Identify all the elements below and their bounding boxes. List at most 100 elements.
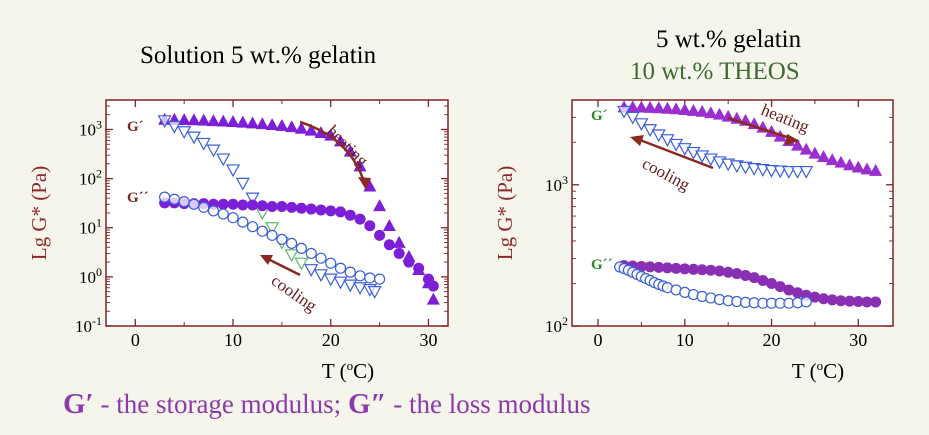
right-point-gpp-heating [653, 261, 665, 273]
right-point-gpp-heating [748, 272, 760, 284]
left-point-gp-cooling [353, 282, 368, 296]
right-point-gp-cooling [686, 146, 701, 160]
right-point-gpp-heating [783, 284, 795, 296]
left-plot-frame [105, 99, 449, 327]
left-chart-title: Solution 5 wt.% gelatin [140, 42, 377, 69]
right-plot-frame [571, 99, 894, 327]
left-point-gpp-cooling [217, 208, 229, 220]
left-xtick-label: 0 [131, 330, 140, 350]
left-point-gpp-heating [315, 204, 327, 216]
right-xtick-label: 0 [594, 330, 603, 350]
left-point-gp-heating [373, 199, 387, 212]
left-point-gpp-heating [217, 198, 229, 210]
right-point-gp-heating [843, 158, 857, 171]
right-chart-title: 5 wt.% gelatin [656, 26, 802, 53]
left-point-gpp-heating [295, 202, 307, 214]
right-point-gpp-heating [722, 266, 734, 278]
left-ytick-label: 102 [79, 167, 102, 189]
left-point-gpp-cooling [227, 212, 239, 224]
right-point-gpp-heating [687, 263, 699, 275]
left-point-gpp-cooling [305, 247, 317, 260]
right-point-gp-heating [825, 153, 839, 166]
left-point-gp-heating [382, 219, 396, 232]
left-point-gpp-heating [266, 201, 278, 213]
left-ytick-label: 103 [79, 117, 102, 139]
right-point-gp-cooling [790, 165, 805, 179]
right-point-gpp-heating [644, 261, 656, 273]
right-point-gpp-heating [844, 295, 856, 307]
right-y-axis-label: Lg G* (Pa) [493, 166, 517, 260]
right-gdprime-label: G´´ [591, 257, 613, 273]
right-heating-arrow [727, 116, 791, 140]
left-point-gp-cooling [265, 222, 280, 235]
left-point-gpp-cooling [286, 237, 298, 249]
right-point-gp-heating [704, 106, 718, 119]
left-gdprime-label: G´´ [127, 190, 149, 206]
left-point-gp-cooling [235, 177, 250, 191]
right-ytick-label: 103 [545, 173, 568, 195]
left-point-gp-heating [206, 114, 220, 127]
right-point-gp-heating [652, 101, 666, 114]
right-point-gpp-heating [826, 294, 838, 306]
left-point-gp-heating [197, 113, 211, 126]
left-point-gp-heating [177, 113, 191, 126]
right-xtick-label: 10 [676, 330, 694, 350]
left-point-gp-cooling [216, 153, 231, 167]
right-point-gpp-heating [731, 268, 743, 280]
right-point-gp-heating [695, 104, 709, 117]
right-xtick-label: 30 [849, 330, 867, 350]
left-point-gpp-cooling [159, 191, 171, 203]
left-point-gpp-cooling [237, 216, 249, 228]
right-ytick-label: 102 [545, 314, 568, 336]
left-point-gp-heating [294, 121, 308, 134]
right-heating-arrowhead [785, 134, 800, 145]
right-point-gpp-heating [705, 264, 717, 276]
right-point-gpp-heating [713, 265, 725, 277]
right-point-gp-heating [851, 160, 865, 173]
left-point-gp-cooling [177, 126, 192, 139]
right-point-gpp-heating [766, 277, 778, 289]
left-point-gpp-heating [413, 262, 425, 274]
right-point-gpp-heating [696, 264, 708, 276]
right-point-gpp-heating [679, 263, 691, 275]
left-point-gp-cooling [367, 286, 382, 299]
left-point-gpp-heating [354, 213, 366, 225]
left-ytick-label: 10-1 [75, 314, 102, 336]
left-point-gp-cooling [206, 144, 221, 158]
right-point-gp-heating [808, 146, 822, 159]
left-point-gpp-heating [344, 209, 356, 221]
right-point-gp-cooling [799, 165, 814, 179]
right-point-gpp-cooling [800, 296, 812, 308]
left-point-gpp-heating [383, 239, 395, 251]
left-point-gpp-cooling [344, 266, 356, 278]
left-point-gpp-cooling [188, 198, 200, 210]
right-point-gp-heating [860, 162, 874, 175]
left-point-gpp-heating [374, 229, 386, 241]
right-point-gp-cooling [781, 165, 796, 179]
left-xtick-label: 30 [419, 330, 437, 350]
left-ytick-label: 101 [79, 216, 102, 238]
right-point-gpp-heating [740, 269, 752, 281]
right-point-gp-heating [660, 101, 674, 114]
left-point-gpp-cooling [374, 273, 386, 285]
left-point-gp-heating [236, 115, 250, 128]
left-point-gpp-cooling [178, 196, 190, 208]
left-ytick-label: 100 [79, 265, 102, 287]
left-point-gp-cooling [294, 257, 309, 271]
left-heating-arrow [299, 120, 366, 183]
left-point-gpp-cooling [334, 262, 347, 274]
left-point-gp-heating [255, 117, 269, 130]
left-cooling-arrow [267, 257, 301, 277]
left-series-group [157, 112, 440, 305]
right-point-gpp-heating [835, 295, 847, 307]
left-point-gp-cooling [186, 131, 201, 145]
right-point-gpp-heating [809, 291, 821, 303]
left-point-gpp-heating [393, 247, 405, 259]
left-point-gpp-heating [427, 280, 439, 292]
left-point-gp-heating [187, 113, 201, 126]
left-point-gpp-cooling [207, 205, 220, 217]
right-point-gp-heating [799, 142, 813, 155]
left-point-gpp-heating [305, 203, 317, 215]
right-point-gpp-heating [792, 287, 804, 299]
